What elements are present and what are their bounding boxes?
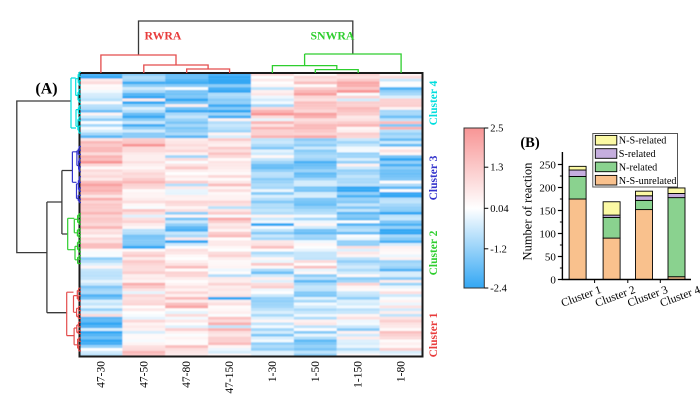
svg-text:200: 200 bbox=[539, 182, 556, 194]
svg-text:-1.2: -1.2 bbox=[490, 244, 507, 255]
svg-text:100: 100 bbox=[539, 228, 556, 240]
svg-text:Cluster 4: Cluster 4 bbox=[428, 80, 440, 125]
svg-text:N-S-related: N-S-related bbox=[619, 136, 667, 147]
svg-text:2.5: 2.5 bbox=[490, 124, 503, 135]
svg-text:RWRA: RWRA bbox=[145, 29, 182, 43]
svg-text:(A): (A) bbox=[35, 81, 57, 98]
svg-text:(B): (B) bbox=[520, 135, 540, 151]
svg-text:Number of reaction: Number of reaction bbox=[521, 162, 535, 261]
svg-text:Cluster 1: Cluster 1 bbox=[428, 312, 440, 357]
svg-text:50: 50 bbox=[545, 251, 557, 263]
svg-text:1-150: 1-150 bbox=[353, 361, 365, 388]
svg-text:0: 0 bbox=[550, 274, 556, 286]
svg-text:1.3: 1.3 bbox=[490, 163, 503, 174]
svg-text:1-80: 1-80 bbox=[396, 361, 408, 382]
svg-text:250: 250 bbox=[539, 159, 556, 171]
svg-text:0.04: 0.04 bbox=[490, 204, 509, 215]
svg-text:47-30: 47-30 bbox=[95, 361, 107, 388]
svg-text:Cluster 2: Cluster 2 bbox=[428, 230, 440, 275]
svg-text:1-50: 1-50 bbox=[310, 361, 322, 382]
svg-text:Cluster 3: Cluster 3 bbox=[428, 155, 440, 200]
svg-text:SNWRA: SNWRA bbox=[311, 29, 355, 43]
svg-text:1-30: 1-30 bbox=[267, 361, 279, 382]
svg-text:47-80: 47-80 bbox=[181, 361, 193, 388]
svg-text:150: 150 bbox=[539, 205, 556, 217]
svg-text:47-50: 47-50 bbox=[138, 361, 150, 388]
svg-text:N-S-unrelated: N-S-unrelated bbox=[619, 176, 677, 187]
svg-text:-2.4: -2.4 bbox=[490, 284, 507, 295]
svg-text:N-related: N-related bbox=[619, 162, 657, 173]
svg-text:S-related: S-related bbox=[619, 149, 656, 160]
svg-text:47-150: 47-150 bbox=[224, 361, 236, 394]
